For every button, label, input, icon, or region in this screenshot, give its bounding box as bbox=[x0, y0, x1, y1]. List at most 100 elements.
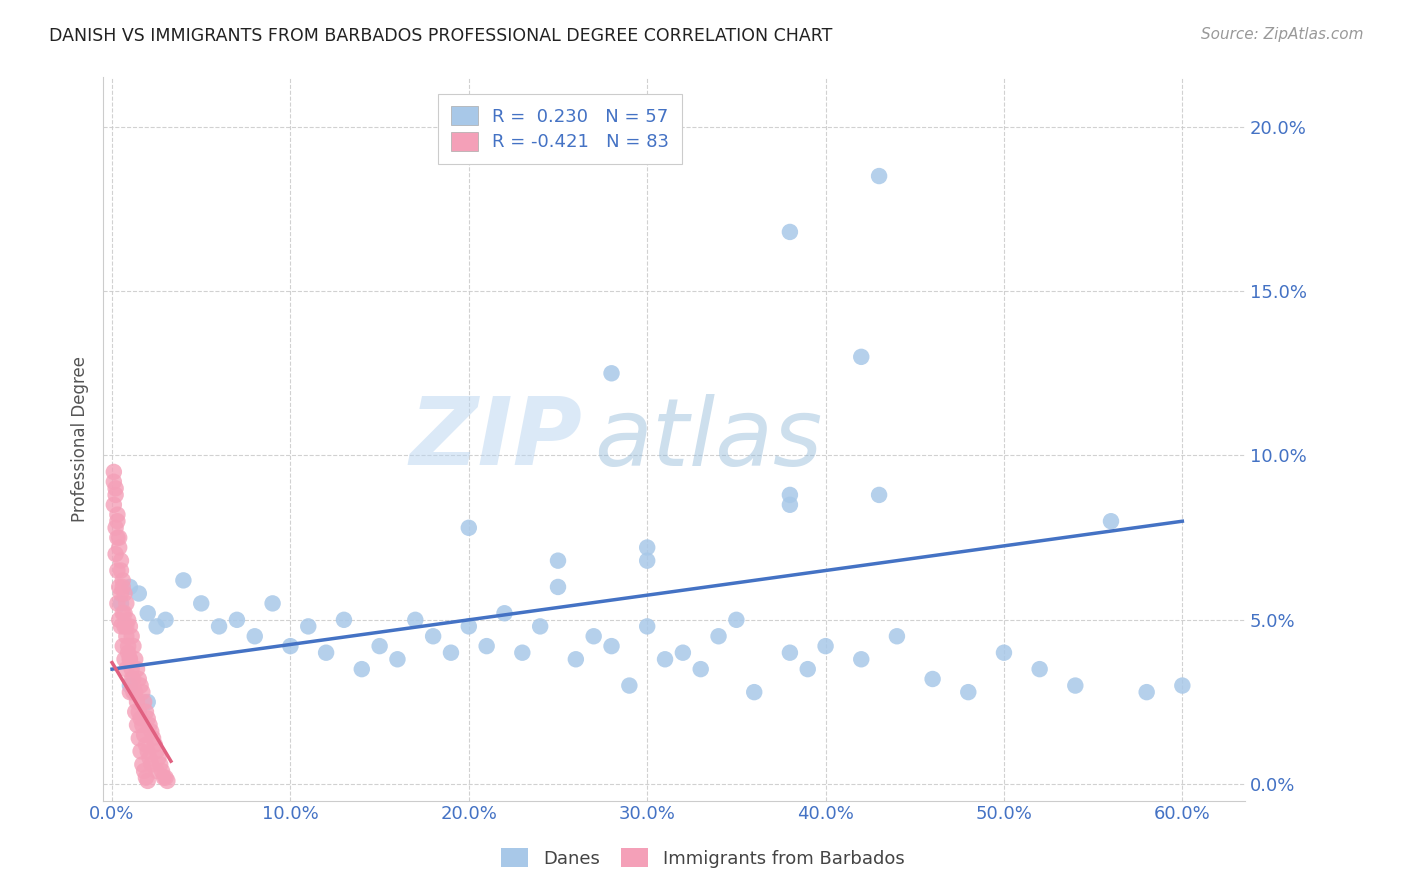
Point bbox=[128, 705, 150, 719]
Point bbox=[136, 695, 159, 709]
Point bbox=[155, 613, 177, 627]
Point bbox=[122, 685, 145, 699]
Point bbox=[124, 685, 146, 699]
Point bbox=[707, 629, 730, 643]
Point bbox=[129, 679, 152, 693]
Point bbox=[547, 580, 569, 594]
Point bbox=[135, 738, 157, 752]
Point bbox=[117, 639, 139, 653]
Point bbox=[145, 764, 167, 778]
Y-axis label: Professional Degree: Professional Degree bbox=[72, 356, 89, 522]
Point bbox=[108, 531, 131, 545]
Point bbox=[104, 547, 127, 561]
Point bbox=[136, 606, 159, 620]
Point bbox=[115, 619, 138, 633]
Point bbox=[108, 541, 131, 555]
Point bbox=[111, 639, 134, 653]
Point bbox=[654, 652, 676, 666]
Point bbox=[145, 744, 167, 758]
Point bbox=[494, 606, 516, 620]
Point bbox=[636, 541, 658, 555]
Point bbox=[117, 613, 139, 627]
Point bbox=[131, 757, 153, 772]
Point bbox=[779, 225, 801, 239]
Legend: R =  0.230   N = 57, R = -0.421   N = 83: R = 0.230 N = 57, R = -0.421 N = 83 bbox=[437, 94, 682, 164]
Point bbox=[297, 619, 319, 633]
Point bbox=[190, 596, 212, 610]
Point bbox=[118, 685, 141, 699]
Point bbox=[104, 488, 127, 502]
Point bbox=[1136, 685, 1159, 699]
Text: ZIP: ZIP bbox=[409, 393, 582, 485]
Point bbox=[118, 679, 141, 693]
Point bbox=[422, 629, 444, 643]
Point bbox=[475, 639, 498, 653]
Point bbox=[110, 619, 132, 633]
Point bbox=[868, 488, 890, 502]
Point bbox=[110, 554, 132, 568]
Point bbox=[105, 596, 128, 610]
Point bbox=[172, 574, 194, 588]
Point bbox=[1064, 679, 1087, 693]
Point bbox=[114, 619, 136, 633]
Point bbox=[131, 718, 153, 732]
Point bbox=[110, 586, 132, 600]
Point bbox=[143, 738, 166, 752]
Point bbox=[510, 646, 533, 660]
Point bbox=[115, 629, 138, 643]
Point bbox=[118, 652, 141, 666]
Text: DANISH VS IMMIGRANTS FROM BARBADOS PROFESSIONAL DEGREE CORRELATION CHART: DANISH VS IMMIGRANTS FROM BARBADOS PROFE… bbox=[49, 27, 832, 45]
Point bbox=[208, 619, 231, 633]
Point bbox=[117, 646, 139, 660]
Point bbox=[779, 498, 801, 512]
Point bbox=[779, 646, 801, 660]
Point bbox=[1171, 679, 1194, 693]
Point bbox=[148, 751, 170, 765]
Point bbox=[134, 695, 156, 709]
Point bbox=[155, 771, 177, 785]
Point bbox=[111, 580, 134, 594]
Point bbox=[387, 652, 409, 666]
Point bbox=[636, 619, 658, 633]
Point bbox=[122, 672, 145, 686]
Point bbox=[547, 554, 569, 568]
Point bbox=[138, 751, 160, 765]
Point bbox=[725, 613, 748, 627]
Point bbox=[851, 652, 873, 666]
Point bbox=[115, 596, 138, 610]
Point bbox=[104, 521, 127, 535]
Point bbox=[131, 685, 153, 699]
Point bbox=[124, 705, 146, 719]
Point bbox=[280, 639, 302, 653]
Point bbox=[135, 771, 157, 785]
Point bbox=[851, 350, 873, 364]
Point bbox=[814, 639, 837, 653]
Point bbox=[145, 619, 167, 633]
Point bbox=[440, 646, 463, 660]
Point bbox=[779, 488, 801, 502]
Point bbox=[121, 662, 143, 676]
Point bbox=[742, 685, 765, 699]
Point bbox=[125, 695, 148, 709]
Point bbox=[124, 652, 146, 666]
Point bbox=[136, 773, 159, 788]
Point bbox=[118, 580, 141, 594]
Point bbox=[600, 639, 623, 653]
Point bbox=[921, 672, 943, 686]
Point bbox=[796, 662, 818, 676]
Point bbox=[150, 764, 173, 778]
Point bbox=[114, 606, 136, 620]
Point bbox=[350, 662, 373, 676]
Point bbox=[142, 731, 165, 746]
Point bbox=[134, 728, 156, 742]
Point bbox=[103, 475, 125, 489]
Point bbox=[111, 606, 134, 620]
Point bbox=[105, 564, 128, 578]
Point bbox=[156, 773, 179, 788]
Point bbox=[128, 586, 150, 600]
Point bbox=[243, 629, 266, 643]
Point bbox=[141, 757, 163, 772]
Point bbox=[689, 662, 711, 676]
Point bbox=[582, 629, 605, 643]
Point bbox=[103, 498, 125, 512]
